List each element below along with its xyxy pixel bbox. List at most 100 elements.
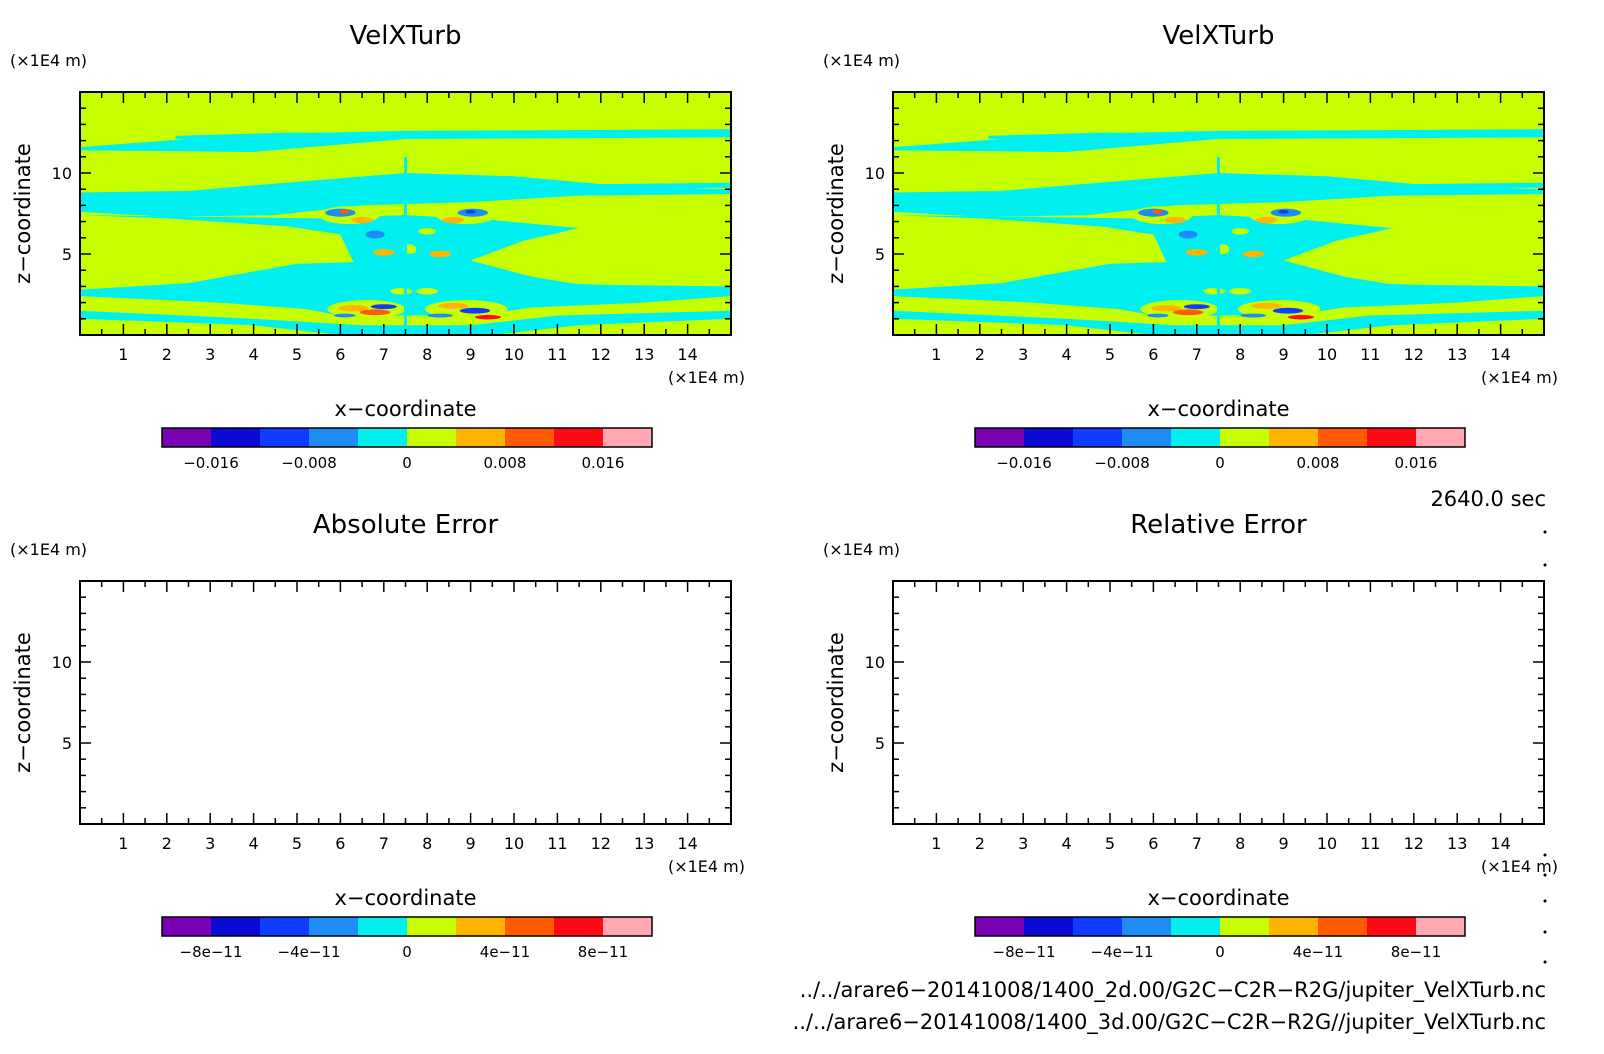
colorbar-segment (456, 917, 506, 936)
x-tick-label: 5 (292, 834, 302, 853)
colorbar-frame (161, 427, 653, 448)
x-tick-label: 11 (1360, 834, 1380, 853)
field-cell (416, 288, 439, 295)
x-tick-label: 7 (1192, 345, 1202, 364)
plot-frame (892, 580, 1545, 825)
x-tick-label: 1 (931, 345, 941, 364)
colorbar-segment (1416, 428, 1466, 447)
colorbar-segment (1367, 917, 1417, 936)
y-unit-label: (×1E4 m) (10, 51, 87, 70)
x-tick-label: 4 (1062, 345, 1072, 364)
colorbar: −8e−11 −4e−11 0 4e−11 8e−11 (974, 916, 1466, 961)
field-band (893, 129, 1544, 152)
x-tick-label: 8 (422, 345, 432, 364)
field-cell (333, 313, 356, 318)
x-unit-label: (×1E4 m) (1481, 368, 1558, 387)
y-tick-label: 10 (865, 164, 885, 183)
time-label: 2640.0 sec (1430, 487, 1546, 511)
chart-title: VelXTurb (1163, 21, 1275, 51)
colorbar-frame (161, 916, 653, 937)
x-tick-label: 5 (1105, 834, 1115, 853)
y-tick-label: 10 (52, 653, 72, 672)
dot-mark (1543, 853, 1547, 857)
colorbar: −0.016 −0.008 0 0.008 0.016 (974, 427, 1466, 472)
x-tick-label: 1 (931, 834, 941, 853)
dot-mark (1543, 960, 1547, 964)
colorbar-segment (407, 428, 457, 447)
x-tick-label: 3 (205, 345, 215, 364)
y-tick-label: 5 (875, 734, 885, 753)
field-band (80, 310, 731, 335)
field-band (1257, 278, 1544, 290)
field-cell (1146, 313, 1169, 318)
chart-panel: Absolute Error (×1E4 m) (×1E4 m) x−coordina… (10, 510, 745, 961)
x-tick-label: 4 (249, 345, 259, 364)
colorbar-tick-label: 8e−11 (1391, 943, 1441, 961)
colorbar-tick-label: −4e−11 (1091, 943, 1154, 961)
y-tick-label: 10 (52, 164, 72, 183)
y-axis-label: z−coordinate (824, 632, 848, 773)
x-tick-label: 6 (335, 834, 345, 853)
colorbar-segment (1171, 428, 1221, 447)
x-tick-label: 14 (677, 834, 697, 853)
colorbar-segment (1073, 917, 1123, 936)
chart-panel: VelXTurb (×1E4 m) (×1E4 m) x−coordinate z−co… (10, 21, 745, 472)
dot-mark (1543, 563, 1547, 567)
colorbar-segment (1122, 428, 1172, 447)
field-cell (1185, 249, 1208, 256)
x-tick-label: 3 (1018, 345, 1028, 364)
colorbar-segment (358, 428, 408, 447)
x-tick-label: 12 (591, 345, 611, 364)
colorbar-segment (1318, 428, 1368, 447)
colorbar-tick-label: −4e−11 (278, 943, 341, 961)
x-tick-label: 12 (1404, 345, 1424, 364)
y-tick-label: 5 (62, 734, 72, 753)
colorbar-segment (975, 428, 1025, 447)
chart-title: VelXTurb (350, 21, 462, 51)
field-band (175, 132, 406, 141)
x-tick-label: 2 (975, 345, 985, 364)
field-cell (418, 228, 436, 235)
x-tick-label: 3 (205, 834, 215, 853)
field-cell (372, 249, 395, 256)
field-cell (370, 304, 397, 310)
field-cell (474, 314, 501, 320)
x-tick-label: 6 (335, 345, 345, 364)
colorbar-segment (505, 917, 555, 936)
field-band (1392, 182, 1544, 190)
colorbar-tick-label: 0.008 (1297, 454, 1340, 472)
dot-mark (1543, 530, 1547, 534)
colorbar-tick-label: 0 (1215, 454, 1225, 472)
field-cell (1229, 288, 1252, 295)
field-band (80, 129, 731, 152)
x-unit-label: (×1E4 m) (668, 368, 745, 387)
field-cell (442, 216, 465, 224)
x-tick-label: 14 (1490, 345, 1510, 364)
x-tick-label: 10 (504, 345, 524, 364)
y-unit-label: (×1E4 m) (10, 540, 87, 559)
colorbar-segment (1220, 428, 1270, 447)
field-cell (351, 216, 373, 224)
y-axis-label: z−coordinate (11, 632, 35, 773)
field-band (893, 310, 1544, 335)
file-path-label: ../../arare6−20141008/1400_3d.00/G2C−C2R… (793, 1010, 1546, 1035)
colorbar-segment (211, 917, 261, 936)
x-tick-label: 7 (379, 345, 389, 364)
colorbar: −0.016 −0.008 0 0.008 0.016 (161, 427, 653, 472)
colorbar-segment (975, 917, 1025, 936)
x-tick-label: 6 (1148, 345, 1158, 364)
colorbar-tick-label: 0.016 (582, 454, 625, 472)
y-unit-label: (×1E4 m) (823, 51, 900, 70)
x-tick-label: 2 (975, 834, 985, 853)
dot-mark (1543, 899, 1547, 903)
colorbar-tick-label: 0.016 (1395, 454, 1438, 472)
x-tick-label: 13 (634, 834, 654, 853)
colorbar-segment (1122, 917, 1172, 936)
x-tick-label: 14 (677, 345, 697, 364)
x-tick-label: 9 (1279, 834, 1289, 853)
colorbar-segment (1171, 917, 1221, 936)
x-unit-label: (×1E4 m) (668, 857, 745, 876)
colorbar-frame (974, 427, 1466, 448)
colorbar-tick-label: 8e−11 (578, 943, 628, 961)
